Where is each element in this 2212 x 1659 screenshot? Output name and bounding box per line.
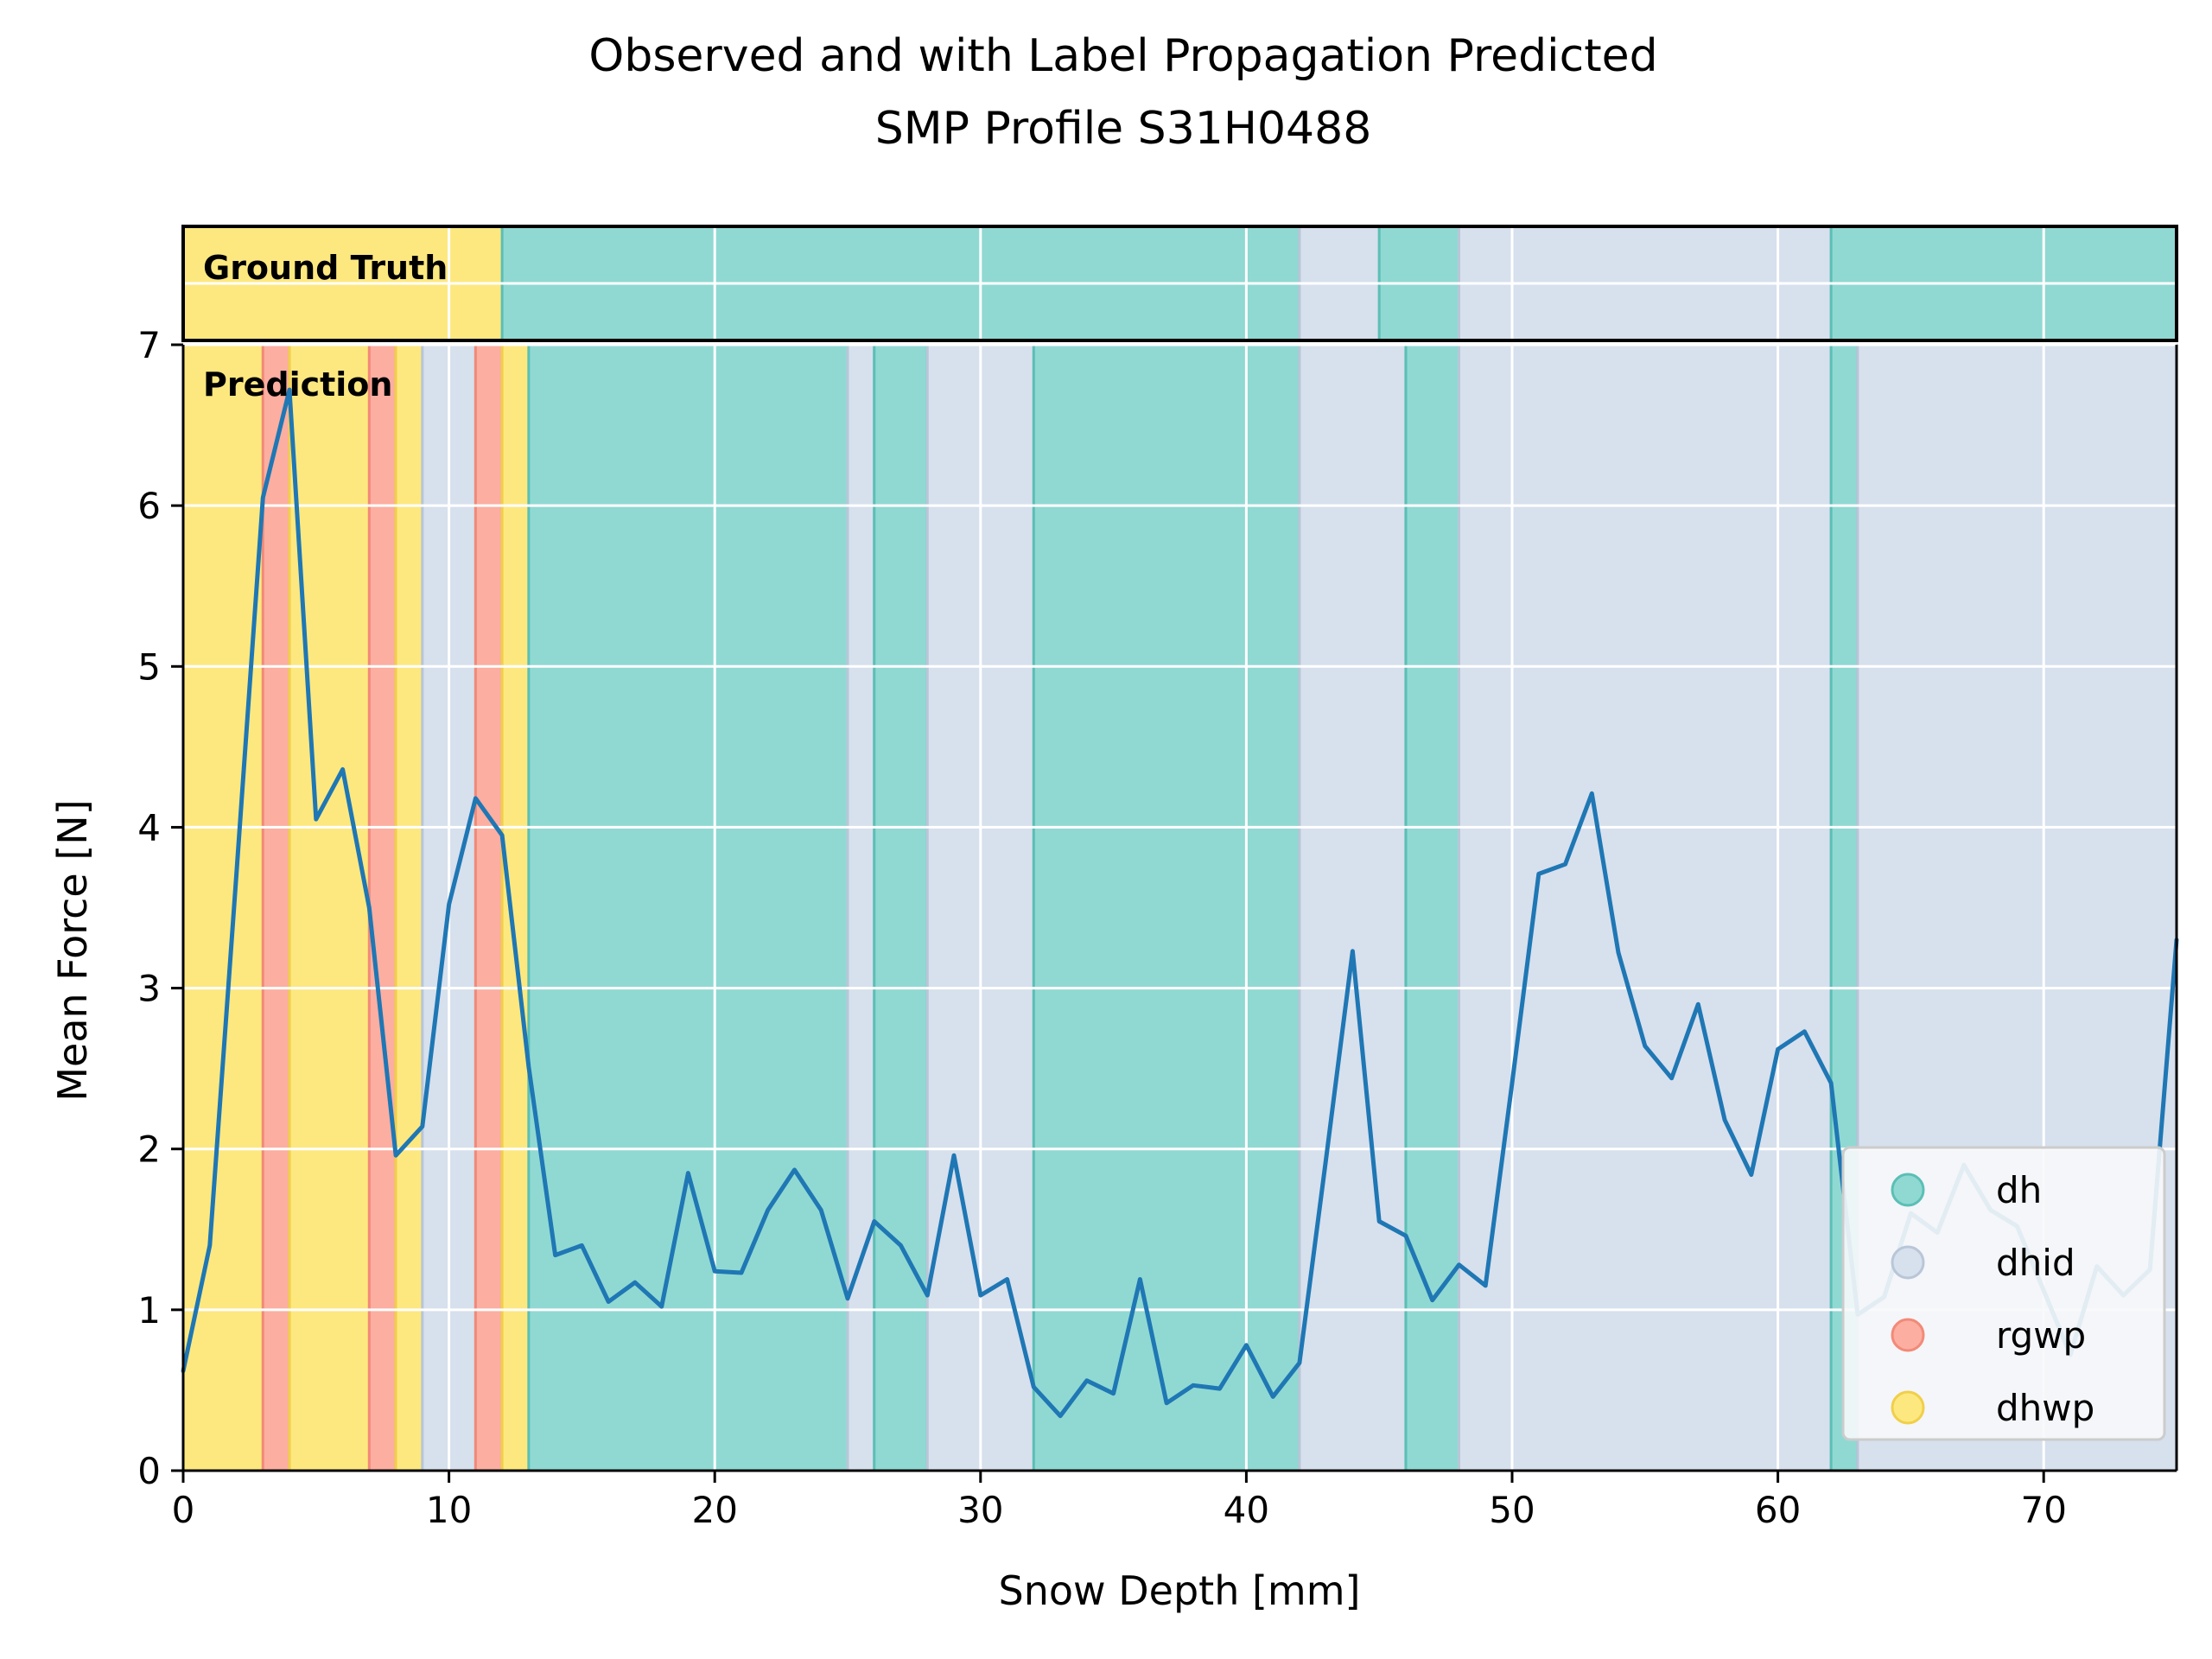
ground-truth-grid [183,226,2177,340]
ground-truth-frame [181,225,2178,342]
prediction-segment-dh [1404,343,1460,1472]
prediction-segment-dhwp [394,343,424,1472]
prediction-label: Prediction [203,365,392,404]
prediction-segment-rgwp [261,343,291,1472]
y-axis-ticks: 0 1 2 3 4 5 6 7 [137,324,183,1492]
prediction-segment-rgwp [367,343,397,1472]
prediction-segment-dhid [1457,343,1833,1472]
y-tick-label: 5 [137,645,161,688]
legend-marker-dhwp [1891,1390,1925,1425]
prediction-segment-dh [1032,343,1301,1472]
ground-truth-label: Ground Truth [203,249,448,287]
legend-marker-dhid [1891,1245,1925,1280]
y-tick-label: 6 [137,485,161,527]
legend-marker-rgwp [1891,1318,1925,1352]
chart-title-line-2: SMP Profile S31H0488 [875,103,1372,155]
y-tick-label: 7 [137,324,161,366]
ground-truth-strip: Ground Truth [181,225,2178,342]
legend-label-dhwp: dhwp [1996,1387,2094,1429]
prediction-segment-dhwp [288,343,371,1472]
legend-label-dhid: dhid [1996,1242,2075,1284]
x-tick-label: 60 [1755,1489,1801,1531]
prediction-segment-dh [527,343,849,1472]
legend-label-dh: dh [1996,1169,2042,1211]
prediction-segment-dhid [1298,343,1408,1472]
legend-label-rgwp: rgwp [1996,1314,2086,1357]
y-tick-label: 4 [137,806,161,849]
x-tick-label: 0 [172,1489,195,1531]
y-tick-label: 3 [137,968,161,1010]
legend-box [1841,1146,2166,1441]
x-tick-label: 30 [957,1489,1003,1531]
chart-title-line-1: Observed and with Label Propagation Pred… [588,30,1657,82]
axes [181,345,2178,1472]
plot-area: Prediction 0 10 20 30 40 50 60 70 0 1 2 3 4 5 6 7 [137,324,2179,1531]
x-tick-label: 40 [1224,1489,1269,1531]
prediction-segment-dhwp [500,343,531,1472]
y-tick-label: 0 [137,1450,161,1492]
prediction-segment-dhwp [181,343,264,1472]
y-tick-label: 2 [137,1128,161,1171]
prediction-segment-dhid [846,343,876,1472]
x-tick-label: 20 [691,1489,737,1531]
prediction-segment-rgwp [474,343,504,1472]
x-tick-label: 70 [2020,1489,2066,1531]
legend: dh dhid rgwp dhwp [1841,1146,2166,1441]
x-axis-label: Snow Depth [mm] [999,1567,1361,1614]
y-axis-label: Mean Force [N] [49,799,96,1101]
legend-marker-dh [1891,1173,1925,1207]
prediction-segments [181,343,2178,1472]
x-axis-ticks: 0 10 20 30 40 50 60 70 [172,1471,2067,1531]
x-tick-label: 10 [426,1489,472,1531]
x-tick-label: 50 [1489,1489,1535,1531]
y-tick-label: 1 [137,1289,161,1332]
legend-items: dh dhid rgwp dhwp [1891,1169,2094,1429]
prediction-segment-dh [873,343,929,1472]
